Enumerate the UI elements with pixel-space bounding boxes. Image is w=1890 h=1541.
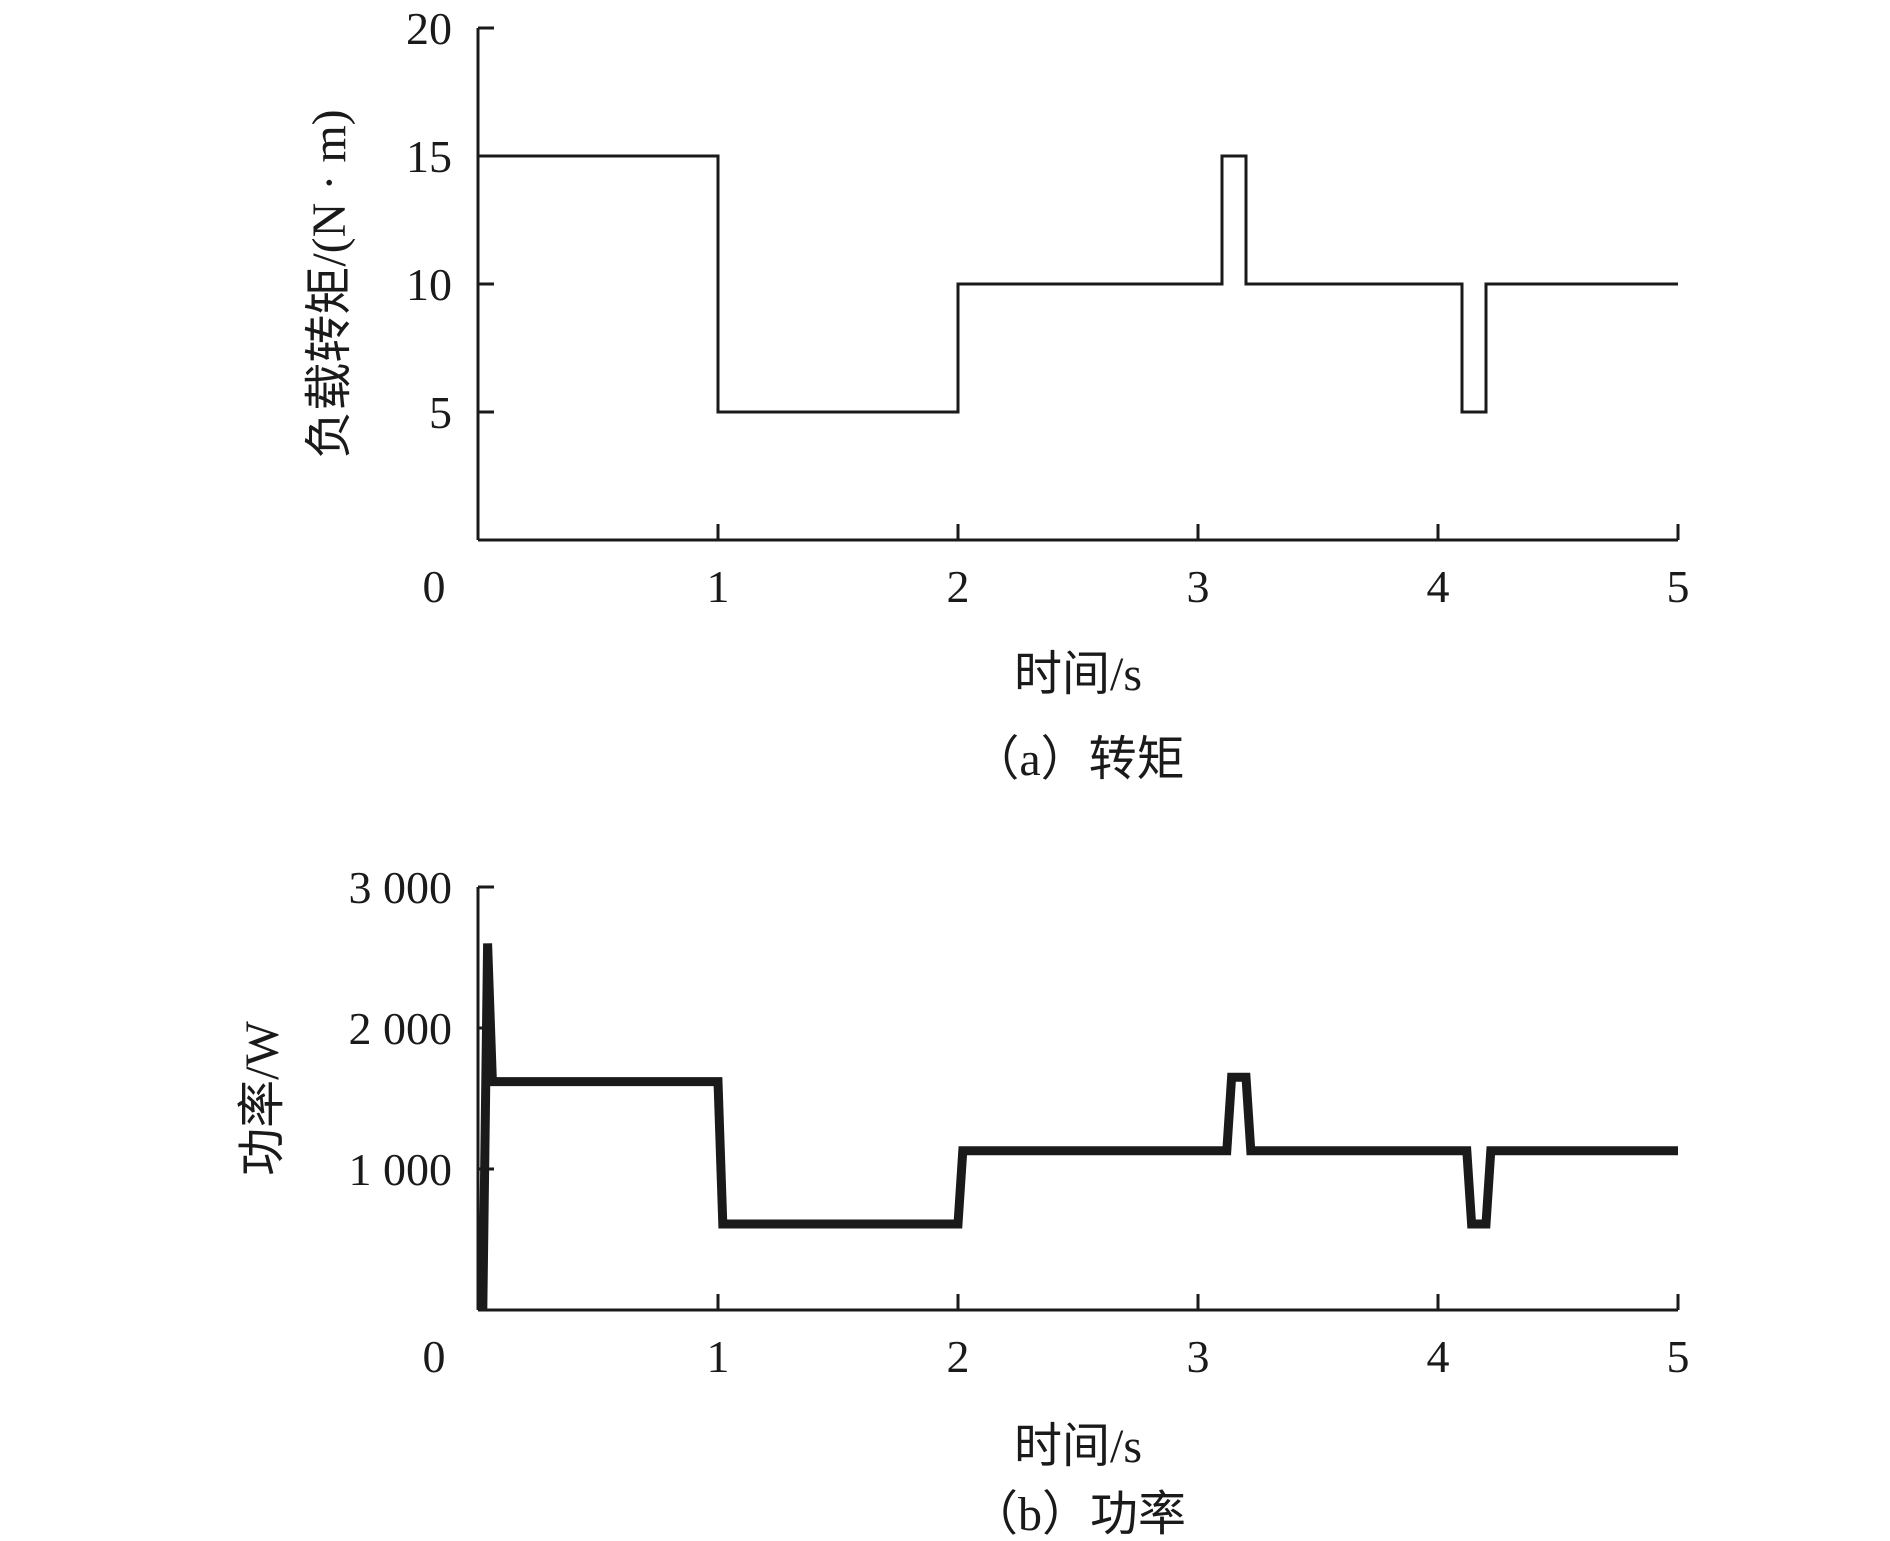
power-x-tick-label: 3 xyxy=(1187,1331,1210,1382)
torque-ticks: 0 1 2 3 4 5 5 10 15 20 xyxy=(406,3,1690,612)
torque-x-tick-label: 2 xyxy=(947,561,970,612)
torque-x-tick-label: 3 xyxy=(1187,561,1210,612)
power-y-tick-label: 1 000 xyxy=(349,1144,453,1195)
power-y-tick-label: 2 000 xyxy=(349,1003,453,1054)
power-series-line xyxy=(478,943,1678,1311)
power-chart: 0 1 2 3 4 5 1 000 2 000 3 000 时间/s 功率/W （b）功率 xyxy=(236,862,1690,1541)
torque-x-tick-label: 0 xyxy=(423,561,446,612)
power-y-tick-label: 3 000 xyxy=(349,862,453,913)
torque-y-axis-title: 负载转矩/(N · m) xyxy=(303,109,356,458)
power-x-tick-label: 1 xyxy=(707,1331,730,1382)
power-caption: （b）功率 xyxy=(970,1488,1186,1541)
power-x-tick-label: 0 xyxy=(423,1331,446,1382)
torque-y-tick-label: 5 xyxy=(429,387,452,438)
torque-chart: 0 1 2 3 4 5 5 10 15 20 时间/s 负载转矩/(N · m) （a）转矩 xyxy=(303,3,1690,786)
torque-x-tick-label: 5 xyxy=(1667,561,1690,612)
torque-x-tick-label: 4 xyxy=(1427,561,1450,612)
power-ticks: 0 1 2 3 4 5 1 000 2 000 3 000 xyxy=(349,862,1690,1382)
torque-x-tick-label: 1 xyxy=(707,561,730,612)
power-y-axis-title: 功率/W xyxy=(236,1020,289,1175)
torque-y-tick-label: 20 xyxy=(406,3,452,54)
torque-y-tick-label: 10 xyxy=(406,259,452,310)
power-x-tick-label: 5 xyxy=(1667,1331,1690,1382)
torque-x-axis-title: 时间/s xyxy=(1014,648,1142,701)
torque-series-line xyxy=(478,154,1678,414)
torque-y-tick-label: 15 xyxy=(406,131,452,182)
power-x-axis-title: 时间/s xyxy=(1014,1420,1142,1473)
torque-caption: （a）转矩 xyxy=(971,733,1184,786)
power-x-tick-label: 4 xyxy=(1427,1331,1450,1382)
power-x-tick-label: 2 xyxy=(947,1331,970,1382)
